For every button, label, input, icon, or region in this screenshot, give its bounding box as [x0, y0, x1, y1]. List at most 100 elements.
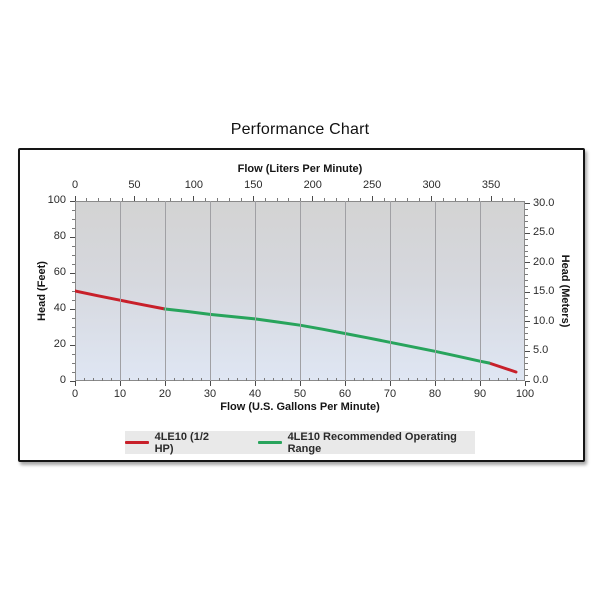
- right-axis-minor-tick: [525, 327, 528, 329]
- legend-label-pump-curve: 4LE10 (1/2 HP): [154, 430, 209, 455]
- right-axis-tick-label: 15.0: [533, 285, 555, 298]
- right-axis-tick-label: 30.0: [533, 196, 555, 209]
- top-axis-minor-tick: [478, 198, 480, 201]
- top-axis-minor-tick: [347, 198, 349, 201]
- top-axis-major-tick: [371, 196, 373, 201]
- legend-item-pump-curve: 4LE10 (1/2 HP): [125, 431, 224, 455]
- x-axis-minor-tick: [263, 378, 265, 381]
- y-axis-minor-tick: [72, 299, 75, 301]
- top-axis-minor-tick: [466, 198, 468, 201]
- x-axis-tick-label: 80: [428, 388, 442, 400]
- top-axis-tick-label: 150: [244, 179, 263, 191]
- legend-item-operating-range: 4LE10 Recommended Operating Range: [257, 430, 475, 455]
- x-axis-minor-tick: [506, 378, 508, 381]
- y-axis-minor-tick: [72, 362, 75, 364]
- top-axis-minor-tick: [395, 198, 397, 201]
- x-axis-tick-label: 50: [293, 388, 307, 400]
- right-axis-major-tick: [525, 232, 530, 234]
- y-axis-minor-tick: [72, 317, 75, 319]
- y-axis-minor-tick: [72, 245, 75, 247]
- gridline: [389, 201, 391, 381]
- x-axis-minor-tick: [452, 378, 454, 381]
- right-axis-minor-tick: [525, 356, 528, 358]
- y-axis-minor-tick: [72, 290, 75, 292]
- right-axis-minor-tick: [525, 256, 528, 258]
- x-axis-major-tick: [524, 381, 526, 386]
- right-axis-major-tick: [525, 380, 530, 382]
- x-axis-minor-tick: [146, 378, 148, 381]
- top-axis-tick-label: 200: [303, 179, 322, 191]
- x-axis-minor-tick: [182, 378, 184, 381]
- right-axis-minor-tick: [525, 280, 528, 282]
- x-axis-minor-tick: [317, 378, 319, 381]
- right-axis-tick-label: 25.0: [533, 226, 555, 239]
- pump-curve-line: [487, 361, 518, 374]
- x-axis-minor-tick: [470, 378, 472, 381]
- right-axis-minor-tick: [525, 368, 528, 370]
- gridline: [209, 201, 211, 381]
- y-axis-major-tick: [70, 344, 75, 346]
- top-axis-tick-label: 350: [481, 179, 501, 191]
- right-axis-major-tick: [525, 321, 530, 323]
- x-axis-tick-label: 0: [71, 388, 79, 400]
- top-axis-minor-tick: [276, 198, 278, 201]
- x-axis-minor-tick: [290, 378, 292, 381]
- y-axis-minor-tick: [72, 263, 75, 265]
- right-axis-minor-tick: [525, 215, 528, 217]
- top-axis-minor-tick: [264, 198, 266, 201]
- x-axis-minor-tick: [353, 378, 355, 381]
- x-axis-tick-label: 20: [158, 388, 172, 400]
- x-axis-minor-tick: [407, 378, 409, 381]
- top-axis-minor-tick: [407, 198, 409, 201]
- top-axis-minor-tick: [169, 198, 171, 201]
- top-axis-minor-tick: [359, 198, 361, 201]
- x-axis-major-tick: [119, 381, 121, 386]
- x-axis-minor-tick: [497, 378, 499, 381]
- x-axis-major-tick: [344, 381, 346, 386]
- gridline: [299, 201, 301, 381]
- gridline: [479, 201, 481, 381]
- x-axis-minor-tick: [398, 378, 400, 381]
- right-axis-minor-tick: [525, 221, 528, 223]
- right-axis-minor-tick: [525, 268, 528, 270]
- y-axis-minor-tick: [72, 353, 75, 355]
- x-axis-minor-tick: [110, 378, 112, 381]
- legend-label-operating-range: 4LE10 Recommended Operating Range: [287, 430, 457, 455]
- top-axis-major-tick: [74, 196, 76, 201]
- x-axis-minor-tick: [227, 378, 229, 381]
- gridline: [164, 201, 166, 381]
- x-axis-tick-label: 60: [338, 388, 352, 400]
- right-axis-minor-tick: [525, 238, 528, 240]
- gridline: [434, 201, 436, 381]
- y-axis-major-tick: [70, 380, 75, 382]
- x-axis-minor-tick: [443, 378, 445, 381]
- right-axis-minor-tick: [525, 297, 528, 299]
- right-axis-minor-tick: [525, 286, 528, 287]
- top-axis-minor-tick: [240, 198, 242, 201]
- right-axis-tick-label: 5.0: [533, 344, 549, 357]
- right-axis-tick-label: 0.0: [533, 374, 549, 386]
- x-axis-minor-tick: [362, 378, 364, 381]
- x-axis-minor-tick: [218, 378, 220, 381]
- top-axis-major-tick: [431, 196, 433, 201]
- right-axis-major-tick: [525, 262, 530, 264]
- right-axis-minor-tick: [525, 315, 528, 317]
- x-axis-minor-tick: [191, 378, 193, 381]
- top-axis-tick-label: 300: [422, 179, 441, 191]
- operating-range-line: [163, 307, 491, 365]
- right-axis-major-tick: [525, 291, 530, 293]
- right-axis-major-tick: [525, 203, 530, 205]
- y-axis-major-tick: [70, 236, 75, 238]
- y-axis-tick-label: 80: [53, 230, 66, 242]
- x-axis-major-tick: [209, 381, 211, 386]
- x-axis-minor-tick: [461, 378, 463, 381]
- top-axis-major-tick: [193, 196, 195, 201]
- y-axis-minor-tick: [72, 218, 75, 220]
- right-axis-minor-tick: [525, 274, 528, 276]
- right-axis-minor-tick: [525, 333, 528, 335]
- x-axis-minor-tick: [371, 378, 373, 381]
- right-axis-minor-tick: [525, 374, 528, 376]
- top-axis-minor-tick: [181, 198, 183, 201]
- top-axis-minor-tick: [217, 198, 219, 201]
